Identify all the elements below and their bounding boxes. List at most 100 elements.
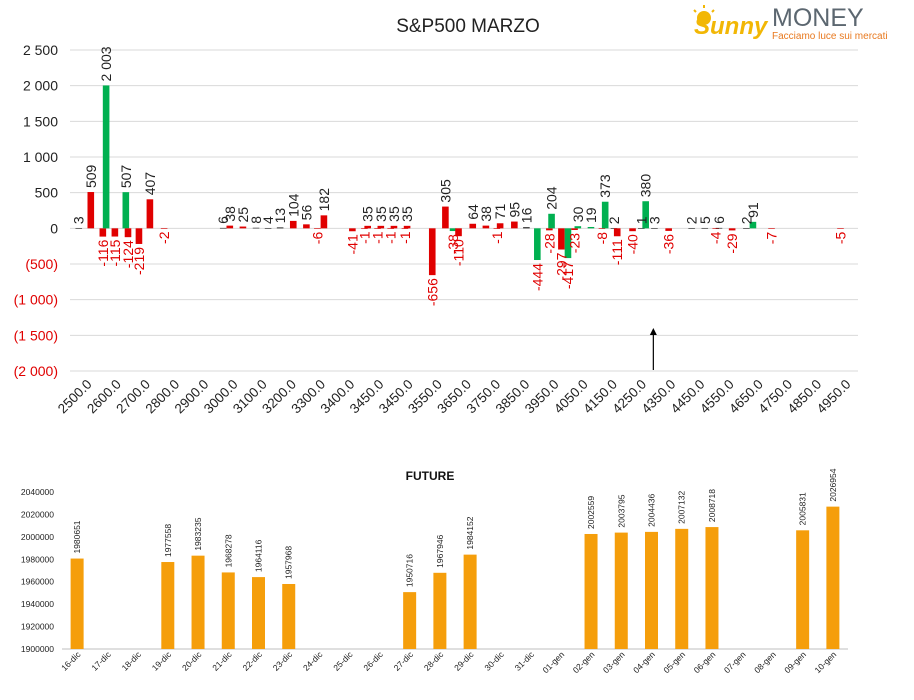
data-label: 56 [298,205,314,221]
data-bar [87,192,95,229]
y-tick-label: 500 [35,185,59,201]
data-label: -1 [370,231,386,244]
data-label: -1 [356,231,372,244]
data-bar [601,201,609,229]
data-label: 1984152 [465,516,475,549]
data-bar [364,225,371,229]
data-label: -4 [708,231,724,244]
data-label: 6 [215,216,231,224]
y-tick-label: 2040000 [21,487,54,497]
logo-word-money: MONEY [772,4,864,32]
data-label: 38 [222,206,238,222]
data-bar [264,228,272,229]
y-tick-label: 0 [50,220,58,236]
x-tick-label: 08-gen [752,649,778,675]
y-tick-label: 1900000 [21,644,54,654]
x-tick-label: 09-gen [782,649,808,675]
data-label: 5 [697,216,713,224]
data-bar [688,228,695,229]
data-bar [629,228,636,232]
data-label: 71 [492,203,508,219]
data-label: 2008718 [707,489,717,522]
data-label: -444 [529,263,545,291]
y-tick-label: 1 000 [23,149,58,165]
data-label: 373 [597,174,613,198]
data-label: -40 [625,234,641,254]
data-bar [469,223,477,229]
data-bar [546,228,553,231]
data-label: 35 [386,206,402,222]
data-bar [534,228,541,261]
data-label: 1980651 [72,520,82,553]
future-bar [161,562,175,649]
sun-icon [693,5,715,25]
data-bar [613,228,621,237]
x-tick-label: 19-dic [150,649,174,673]
y-tick-label: 1920000 [21,622,54,632]
x-tick-label: 20-dic [180,649,204,673]
data-label: 2005831 [798,492,808,525]
data-label: 2 [606,216,622,224]
data-bar [390,225,398,229]
data-label: -297 [553,252,569,280]
future-bar [584,533,598,649]
data-bar [642,201,649,229]
x-tick-label: 25-dic [331,649,355,673]
future-bar [221,572,235,649]
data-label: -2 [156,231,172,244]
y-tick-label: (2 000) [14,363,58,379]
data-label: 2002559 [586,496,596,529]
data-bar [403,225,411,229]
y-tick-label: 1940000 [21,599,54,609]
data-label: 2 [738,216,754,224]
arrow-head-icon [649,328,657,335]
future-bar [705,527,719,649]
data-label: 1957968 [284,546,294,579]
data-label: 305 [437,179,453,203]
data-bar [712,228,720,229]
x-tick-label: 07-gen [722,649,748,675]
data-label: 3 [71,216,87,224]
future-bar [826,506,840,649]
x-tick-label: 21-dic [210,649,234,673]
sunny-money-logo: Sunny MONEY Facciamo luce sui mercati [690,2,900,46]
data-label: 30 [570,206,586,222]
data-bar [651,228,658,229]
future-bar [282,583,296,649]
data-label: 509 [83,164,99,188]
data-label: -8 [594,232,610,245]
logo-word-sunny: Sunny [694,13,769,40]
data-label: -5 [832,231,848,244]
data-label: 1967946 [435,534,445,567]
data-label: 507 [118,165,134,189]
future-chart: FUTURE 1900000 1920000 1940000 1960000 19800… [21,468,848,675]
future-bar [463,554,477,649]
data-label: 35 [360,206,376,222]
data-bar [124,228,132,238]
x-tick-label: 04-gen [631,649,657,675]
data-bar [289,220,297,229]
future-bar [675,528,689,649]
data-label: -656 [424,278,440,306]
data-label: 6 [711,216,727,224]
data-label: 35 [399,206,415,222]
data-label: 25 [235,207,251,223]
data-bar [482,225,490,229]
data-label: -7 [764,232,780,245]
data-label: -38 [445,234,461,254]
data-label: -111 [609,239,625,265]
data-label: -1 [397,231,413,244]
x-tick-label: 28-dic [422,649,446,673]
data-label: -23 [567,233,583,253]
data-bar [587,226,595,229]
data-bar [146,199,154,229]
y-tick-label: 2 000 [23,78,58,94]
x-tick-label: 01-gen [540,649,566,675]
x-tick-label: 03-gen [601,649,627,675]
data-label: 182 [316,188,332,212]
data-bar [219,227,227,229]
data-bar [564,228,572,259]
data-label: 104 [285,193,301,217]
data-bar [428,228,436,276]
